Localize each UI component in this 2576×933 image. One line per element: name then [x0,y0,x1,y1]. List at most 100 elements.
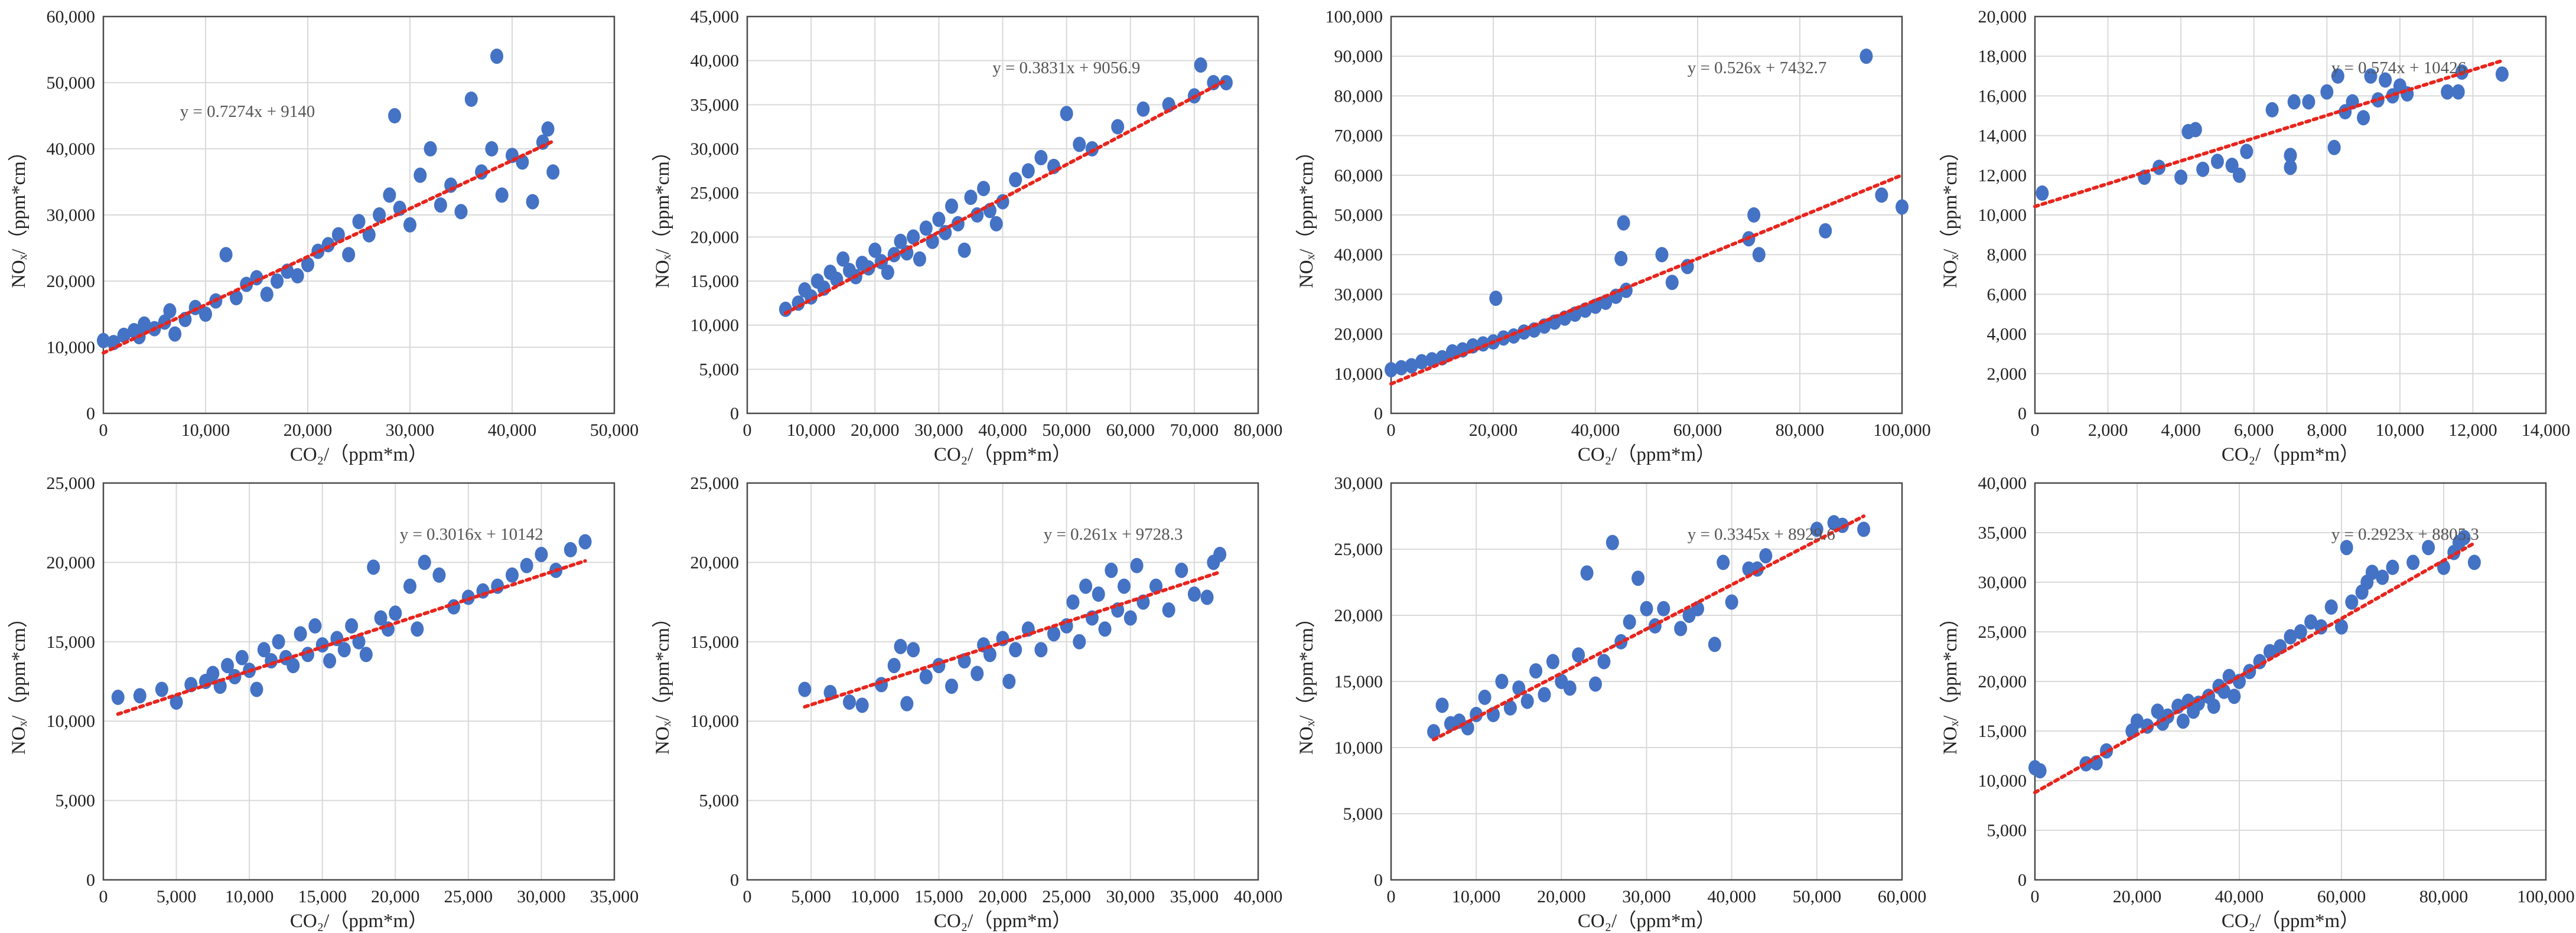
plot-frame [746,15,1259,415]
x-tick-label: 30,000 [517,887,566,906]
data-point [506,567,519,583]
data-point [1538,687,1551,703]
y-tick-label: 100,000 [1326,7,1383,27]
data-point [155,681,168,697]
x-tick-label: 80,000 [2419,887,2468,906]
data-point [434,197,447,213]
x-tick-label: 35,000 [1170,887,1219,906]
data-point [490,48,504,64]
x-tick-label: 0 [743,420,752,440]
y-tick-label: 10,000 [691,712,740,731]
data-point [1623,614,1636,630]
scatter-chart-4: 0 2,000 4,000 6,000 8,000 10,000 12,000 14,000 0… [1940,7,2570,465]
data-point [1136,101,1150,117]
scatter-panel-2: 0 10,000 20,000 30,000 40,000 50,000 60,000 70,… [644,0,1288,467]
data-point [1605,534,1619,550]
data-point [2364,68,2378,84]
trend-line [116,559,587,716]
y-tick-label: 10,000 [47,712,96,731]
data-point [374,610,387,626]
y-tick-label: 0 [2018,870,2027,890]
plot-frame [1390,482,1903,881]
data-point [900,696,914,712]
y-tick-label: 30,000 [691,139,740,159]
x-axis-title: CO₂/（ppm*m） [2222,444,2359,465]
data-point [2451,84,2465,100]
y-tick-label: 0 [1374,870,1383,890]
data-point [133,688,146,704]
y-tick-label: 0 [1374,404,1383,423]
data-point [403,217,416,233]
y-tick-label: 16,000 [1978,86,2027,106]
trendline-equation: y = 0.2923x + 8805.3 [2331,525,2479,544]
y-tick-label: 15,000 [47,632,96,652]
x-axis-title: CO₂/（ppm*m） [290,444,428,465]
data-point [1098,621,1112,637]
data-point [1708,637,1721,653]
plot-frame [746,482,1259,881]
data-point [855,697,869,713]
data-point [286,658,300,674]
data-point [219,247,233,263]
x-tick-label: 40,000 [1234,887,1283,906]
data-point [1495,674,1509,689]
trend-line [102,139,555,355]
data-point [1599,294,1613,310]
scatter-chart-8: 0 20,000 40,000 60,000 80,000 100,000 0 5,000 10… [1940,474,2575,932]
data-point [2294,624,2307,640]
data-point [2176,713,2190,729]
data-point [971,666,984,681]
x-tick-label: 10,000 [787,420,836,440]
y-tick-label: 0 [86,404,95,423]
y-tick-label: 10,000 [1334,738,1383,758]
data-point [1425,352,1439,368]
data-point [1759,548,1773,564]
x-tick-label: 30,000 [386,420,435,440]
y-tick-label: 30,000 [1334,474,1383,493]
y-tick-label: 10,000 [47,338,96,357]
data-point [894,233,907,249]
y-tick-label: 15,000 [1334,672,1383,691]
data-point [1002,674,1016,689]
data-point [887,658,901,674]
data-point [1857,521,1871,537]
data-point [2386,559,2399,575]
scatter-panel-7: 0 10,000 20,000 30,000 40,000 50,000 60,000 0 5,… [1288,467,1932,933]
data-point [1123,610,1137,626]
x-tick-label: 25,000 [1042,887,1091,906]
x-tick-label: 0 [2031,420,2040,440]
data-point [907,229,920,245]
trend-line [783,78,1228,315]
y-tick-label: 70,000 [1334,126,1383,146]
x-tick-label: 60,000 [1106,420,1155,440]
y-tick-label: 80,000 [1334,86,1383,106]
y-tick-label: 0 [730,404,739,423]
y-axis-title: NOₓ/（ppm*cm） [1940,142,1961,288]
data-point [1060,106,1073,122]
y-tick-label: 2,000 [1987,364,2027,384]
x-tick-label: 4,000 [2161,420,2201,440]
x-axis-title: CO₂/（ppm*m） [2222,911,2359,932]
x-tick-label: 80,000 [1776,420,1825,440]
data-point [1529,663,1543,679]
x-tick-label: 30,000 [1106,887,1155,906]
y-tick-label: 30,000 [47,205,96,225]
y-tick-label: 0 [86,870,95,890]
x-tick-label: 8,000 [2307,420,2347,440]
y-tick-label: 25,000 [691,184,740,203]
y-tick-label: 30,000 [1978,573,2027,592]
data-point [2331,68,2344,84]
scatter-chart-3: 0 20,000 40,000 60,000 80,000 100,000 0 10,000 2… [1296,7,1931,465]
data-point [1105,562,1118,578]
scatter-chart-6: 0 5,000 10,000 15,000 20,000 25,000 30,000 35,0… [652,474,1283,932]
data-point [546,164,560,180]
data-point [163,303,177,319]
data-point [2225,158,2239,173]
data-point [411,621,424,637]
data-point [2365,565,2379,580]
data-point [1175,562,1188,578]
data-point [1665,275,1679,291]
scatter-panel-1: 0 10,000 20,000 30,000 40,000 50,000 0 10,000 20… [0,0,644,467]
data-point [362,227,376,243]
y-tick-label: 50,000 [47,73,96,93]
